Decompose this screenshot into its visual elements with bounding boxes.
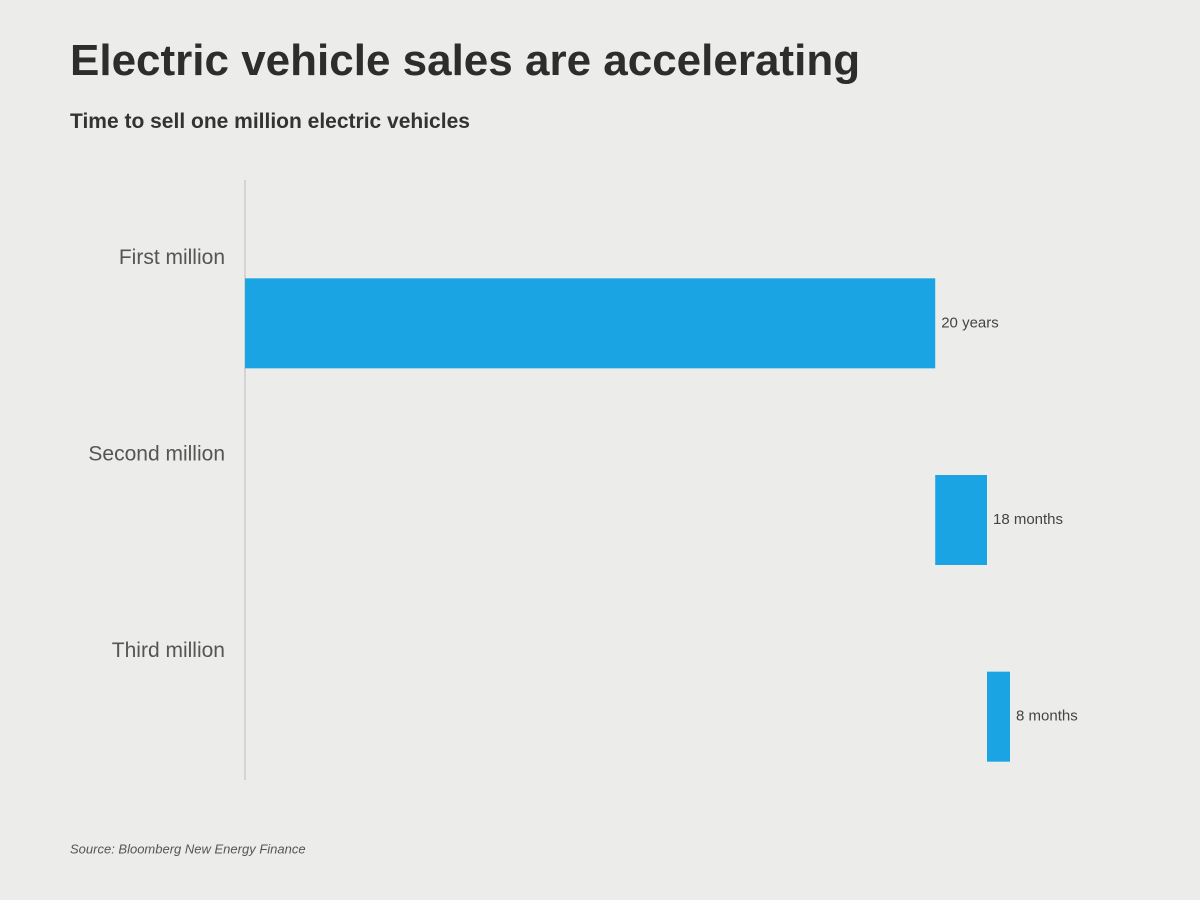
category-label: Second million bbox=[88, 443, 225, 466]
bar bbox=[986, 671, 1010, 762]
value-label: 20 years bbox=[941, 314, 999, 331]
chart-subtitle: Time to sell one million electric vehicl… bbox=[70, 110, 470, 133]
source-note: Source: Bloomberg New Energy Finance bbox=[70, 841, 306, 856]
bar bbox=[245, 278, 936, 369]
category-label: Third million bbox=[112, 639, 225, 662]
chart-title: Electric vehicle sales are accelerating bbox=[70, 36, 860, 85]
value-label: 18 months bbox=[993, 511, 1063, 528]
value-label: 8 months bbox=[1016, 708, 1078, 725]
category-label: First million bbox=[119, 246, 225, 269]
bar bbox=[935, 475, 987, 565]
